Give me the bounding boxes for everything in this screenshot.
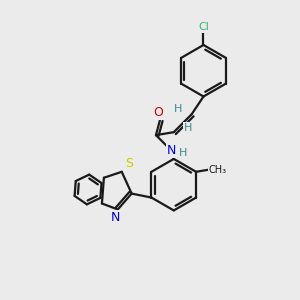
Text: O: O bbox=[153, 106, 163, 119]
Text: N: N bbox=[111, 211, 121, 224]
Text: S: S bbox=[125, 158, 133, 170]
Text: Cl: Cl bbox=[198, 22, 209, 32]
Text: H: H bbox=[178, 148, 187, 158]
Text: N: N bbox=[167, 145, 176, 158]
Text: H: H bbox=[184, 123, 192, 133]
Text: H: H bbox=[174, 104, 182, 114]
Text: CH₃: CH₃ bbox=[209, 165, 227, 175]
